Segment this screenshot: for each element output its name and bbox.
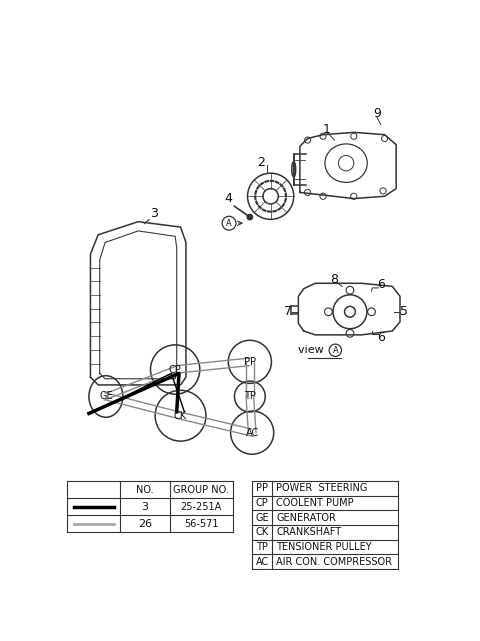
Text: 3: 3	[150, 208, 157, 221]
Text: 5: 5	[400, 305, 408, 319]
Text: TP: TP	[256, 542, 268, 552]
Text: 2: 2	[257, 156, 265, 169]
Text: view: view	[299, 345, 328, 355]
Text: 6: 6	[377, 278, 384, 291]
Text: COOLENT PUMP: COOLENT PUMP	[276, 498, 354, 508]
Text: 7: 7	[284, 305, 292, 319]
Text: CP: CP	[169, 365, 181, 374]
Text: CK: CK	[174, 411, 187, 420]
Text: 56-571: 56-571	[184, 519, 218, 529]
Text: CP: CP	[256, 498, 268, 508]
Text: POWER  STEERING: POWER STEERING	[276, 483, 367, 494]
Text: 26: 26	[138, 519, 152, 529]
Text: 9: 9	[373, 108, 381, 121]
Text: 25-251A: 25-251A	[180, 501, 222, 512]
Text: CK: CK	[256, 528, 269, 537]
Text: PP: PP	[244, 357, 256, 367]
Text: TENSIONER PULLEY: TENSIONER PULLEY	[276, 542, 372, 552]
Text: NO.: NO.	[136, 485, 154, 495]
Text: 6: 6	[377, 331, 384, 344]
Text: AIR CON. COMPRESSOR: AIR CON. COMPRESSOR	[276, 556, 392, 567]
Text: A: A	[226, 219, 232, 228]
Text: A: A	[333, 345, 338, 354]
Text: 8: 8	[331, 273, 338, 286]
Text: PP: PP	[256, 483, 268, 494]
Text: GE: GE	[255, 513, 269, 523]
Text: GENERATOR: GENERATOR	[276, 513, 336, 523]
Text: 4: 4	[224, 192, 232, 205]
Text: TP: TP	[244, 392, 256, 401]
Text: GE: GE	[99, 392, 113, 401]
Text: AC: AC	[255, 556, 269, 567]
Text: GROUP NO.: GROUP NO.	[173, 485, 229, 495]
Text: AC: AC	[246, 428, 259, 438]
Circle shape	[247, 214, 252, 220]
Text: CRANKSHAFT: CRANKSHAFT	[276, 528, 341, 537]
Text: 3: 3	[141, 501, 148, 512]
Text: 1: 1	[323, 123, 331, 136]
